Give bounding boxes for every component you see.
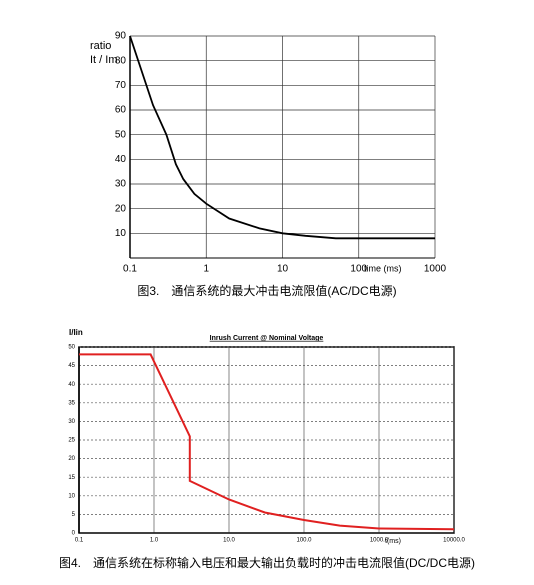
y-tick-label: 20 [115,203,127,214]
y-tick-label: 60 [115,105,127,116]
y-axis-label: ratio [90,40,111,52]
x-tick-label: 0.1 [123,264,137,275]
y-tick-label: 30 [115,179,127,190]
data-line [129,35,435,240]
y-tick-label: 0 [72,531,76,537]
y-tick-label: 10 [115,228,127,239]
x-tick-label: 1000 [424,264,447,275]
x-axis-label: t(ms) [385,538,401,545]
y-axis-label: I/Iin [69,328,83,337]
data-line [79,353,455,531]
x-tick-label: 0.1 [75,538,84,544]
y-tick-label: 35 [68,400,75,406]
x-tick-label: 10.0 [223,538,235,544]
x-tick-label: 1.0 [150,538,159,544]
y-tick-label: 50 [68,345,75,351]
y-tick-label: 25 [68,438,75,444]
y-tick-label: 80 [115,55,127,66]
y-tick-label: 45 [68,363,75,369]
x-tick-label: 100 [350,264,367,275]
x-tick-label: 1000.0 [370,538,389,544]
x-tick-label: 10000.0 [443,538,465,544]
y-tick-label: 40 [115,154,127,165]
figure-caption: 图4. 通信系统在标称输入电压和最大输出负载时的冲击电流限值(DC/DC电源) [59,555,475,570]
x-tick-label: 10 [277,264,289,275]
y-tick-label: 10 [68,493,75,499]
y-tick-label: 50 [115,129,127,140]
x-axis-label: time (ms) [364,263,402,273]
figure-caption: 图3. 通信系统的最大冲击电流限值(AC/DC电源) [137,283,396,298]
y-tick-label: 15 [68,475,75,481]
x-tick-label: 1 [203,264,209,275]
y-tick-label: 20 [68,456,75,462]
x-tick-label: 100.0 [296,538,312,544]
y-tick-label: 40 [68,382,75,388]
y-axis-label: It / Im [90,54,118,66]
y-tick-label: 70 [115,80,127,91]
y-tick-label: 30 [68,419,75,425]
y-tick-label: 90 [115,31,127,42]
chart-title: Inrush Current @ Nominal Voltage [210,335,324,342]
y-tick-label: 5 [72,512,76,518]
